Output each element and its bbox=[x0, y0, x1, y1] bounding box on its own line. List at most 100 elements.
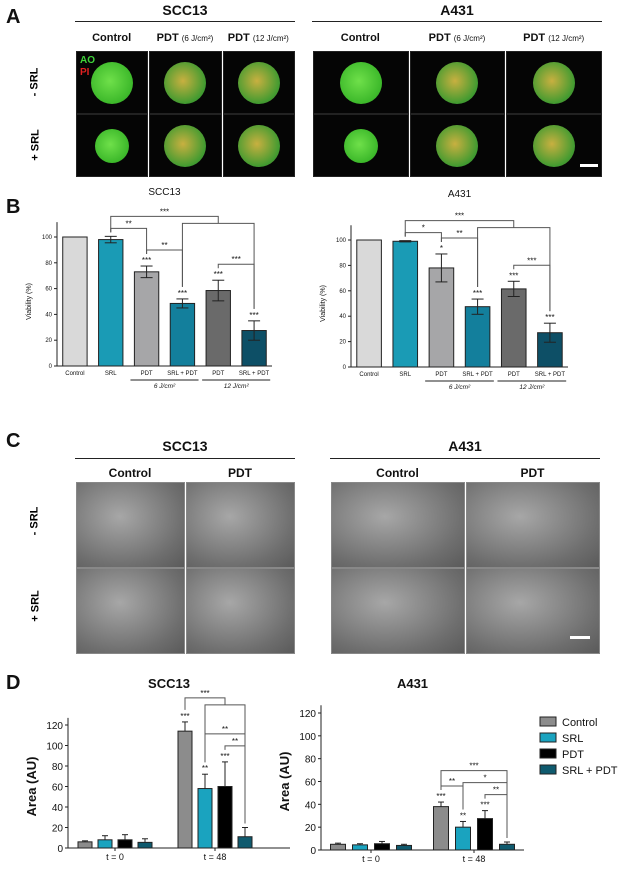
significance-label: *** bbox=[142, 256, 151, 265]
y-tick-label: 40 bbox=[52, 803, 64, 814]
panel-a-group-scc13: SCC13 bbox=[162, 2, 208, 18]
comparison-label: * bbox=[483, 774, 486, 783]
spheroid bbox=[164, 124, 207, 167]
column-dose: (6 J/cm²) bbox=[181, 34, 214, 43]
bar bbox=[169, 302, 196, 367]
comparison-bracket bbox=[184, 697, 226, 710]
bar bbox=[396, 844, 412, 851]
comparison-label: ** bbox=[161, 241, 167, 250]
y-tick-label: 100 bbox=[299, 732, 316, 743]
y-tick-label: 60 bbox=[52, 783, 64, 794]
panel-c-column-header: Control bbox=[376, 466, 419, 480]
panel-c-group-a431: A431 bbox=[448, 438, 482, 454]
y-tick-label: 80 bbox=[52, 762, 64, 773]
y-tick-label: 100 bbox=[42, 235, 53, 241]
phase-contrast-micrograph bbox=[186, 482, 295, 568]
y-tick-label: 120 bbox=[299, 709, 316, 720]
y-tick-label: 60 bbox=[305, 778, 317, 789]
bar bbox=[117, 839, 133, 849]
legend-swatch bbox=[539, 716, 557, 727]
x-tick-label: PDT bbox=[508, 372, 520, 378]
panel-a-label: A bbox=[6, 6, 21, 28]
spheroid bbox=[237, 124, 280, 167]
y-tick-label: 100 bbox=[336, 238, 347, 244]
x-tick-label: SRL bbox=[399, 372, 411, 378]
x-tick-label: Control bbox=[65, 371, 84, 377]
bar bbox=[205, 290, 231, 367]
y-tick-label: 60 bbox=[45, 287, 52, 293]
significance-label: *** bbox=[214, 270, 223, 279]
fluorescence-micrograph bbox=[76, 114, 149, 177]
comparison-label: *** bbox=[527, 256, 536, 265]
panel-b-label: B bbox=[6, 196, 21, 218]
panel-c-column-header: PDT bbox=[520, 466, 545, 480]
fluorescence-micrograph bbox=[222, 114, 295, 177]
fluorescence-micrograph bbox=[409, 114, 506, 177]
comparison-bracket bbox=[440, 770, 508, 839]
spheroid bbox=[533, 61, 576, 104]
fluorescence-micrograph bbox=[506, 114, 602, 177]
spheroid bbox=[95, 128, 130, 163]
legend-label: PDT bbox=[562, 749, 584, 761]
fluorescence-micrograph bbox=[313, 114, 409, 177]
chart-title: SCC13 bbox=[148, 676, 190, 691]
y-tick-label: 120 bbox=[46, 721, 63, 732]
significance-label: *** bbox=[249, 311, 258, 320]
x-tick-label: SRL bbox=[105, 371, 117, 377]
panel-c-label: C bbox=[6, 430, 21, 452]
comparison-label: *** bbox=[160, 207, 169, 216]
comparison-label: *** bbox=[455, 212, 464, 221]
chart-title: A431 bbox=[448, 189, 472, 200]
comparison-label: *** bbox=[231, 255, 240, 264]
x-tick-label: Control bbox=[359, 372, 378, 378]
c-scale-bar bbox=[570, 636, 590, 639]
legend-swatch bbox=[539, 748, 557, 759]
bar bbox=[98, 239, 124, 367]
comparison-label: * bbox=[422, 224, 425, 233]
spheroid bbox=[164, 61, 207, 104]
comparison-label: *** bbox=[200, 689, 209, 698]
comparison-label: ** bbox=[232, 737, 238, 746]
y-axis-label: Area (AU) bbox=[24, 757, 39, 817]
significance-label: *** bbox=[180, 712, 189, 721]
column-name: Control bbox=[340, 32, 380, 44]
column-name: PDT bbox=[156, 32, 179, 44]
y-tick-label: 20 bbox=[305, 823, 317, 834]
x-tick-label: t = 0 bbox=[106, 852, 124, 862]
comparison-label: ** bbox=[126, 219, 132, 228]
chart-title: SCC13 bbox=[148, 187, 181, 198]
spheroid bbox=[339, 61, 382, 104]
y-tick-label: 60 bbox=[339, 289, 346, 295]
comparison-label: ** bbox=[449, 777, 455, 786]
spheroid bbox=[436, 124, 479, 167]
x-tick-label: SRL + PDT bbox=[462, 372, 493, 378]
chart-title: A431 bbox=[397, 676, 428, 691]
panel-a-column-header: PDT (6 J/cm²) bbox=[148, 32, 221, 44]
spheroid bbox=[436, 61, 479, 104]
y-tick-label: 40 bbox=[339, 314, 346, 320]
bar bbox=[356, 239, 382, 368]
panel-c-group-scc13: SCC13 bbox=[162, 438, 208, 454]
phase-contrast-micrograph bbox=[76, 482, 185, 568]
legend-swatch bbox=[539, 764, 557, 775]
pi-label: PI bbox=[80, 67, 90, 78]
x-tick-label: SRL + PDT bbox=[167, 371, 198, 377]
legend-label: SRL + PDT bbox=[562, 765, 618, 777]
bar bbox=[330, 843, 346, 851]
bar bbox=[237, 836, 253, 849]
comparison-label: *** bbox=[469, 762, 478, 771]
column-dose: (12 J/cm²) bbox=[548, 34, 585, 43]
y-tick-label: 80 bbox=[339, 263, 346, 269]
panel-a-group-a431: A431 bbox=[440, 2, 474, 18]
panel-d-label: D bbox=[6, 672, 21, 694]
bar bbox=[477, 818, 493, 851]
y-axis-label: Area (AU) bbox=[277, 752, 292, 812]
significance-label: *** bbox=[178, 289, 187, 298]
column-name: PDT bbox=[227, 32, 250, 44]
y-tick-label: 0 bbox=[343, 365, 347, 371]
significance-label: *** bbox=[436, 792, 445, 801]
x-tick-label: SRL + PDT bbox=[239, 371, 270, 377]
comparison-bracket bbox=[404, 220, 515, 237]
fluorescence-micrograph bbox=[506, 51, 602, 114]
